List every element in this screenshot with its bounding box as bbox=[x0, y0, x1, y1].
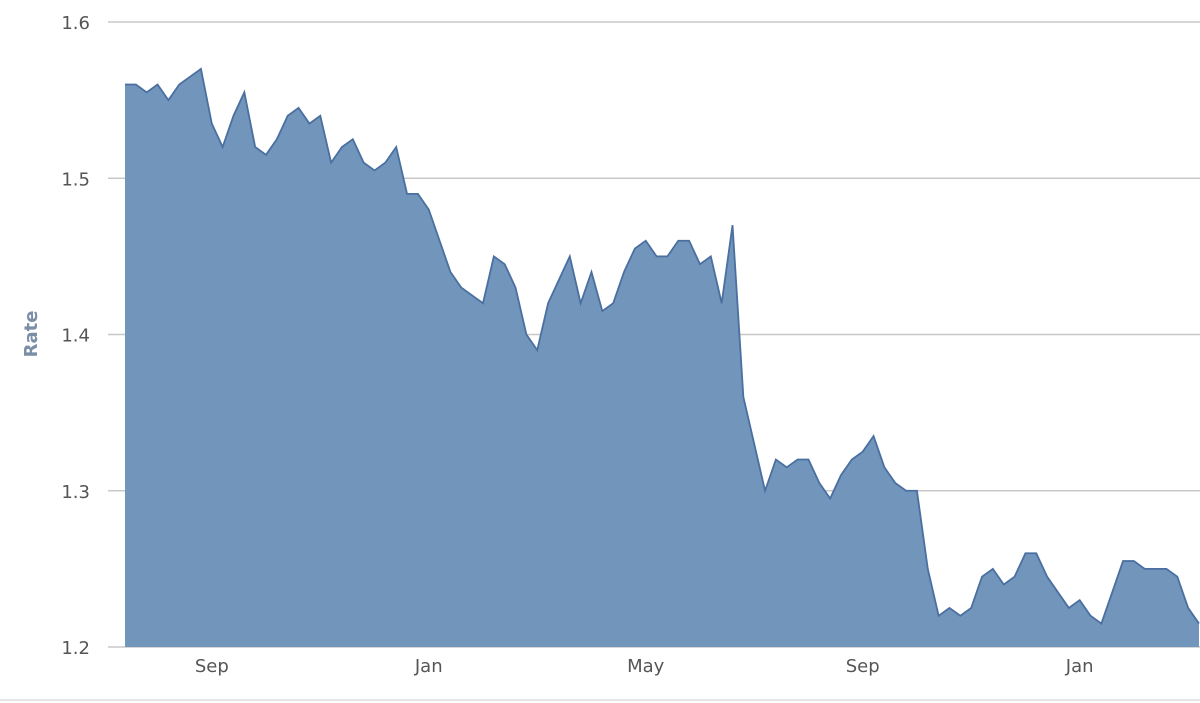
y-tick-label: 1.4 bbox=[61, 326, 90, 347]
x-tick-label: Jan bbox=[414, 656, 443, 677]
y-tick-label: 1.2 bbox=[61, 638, 90, 659]
x-tick-label: Jan bbox=[1065, 656, 1094, 677]
line bbox=[125, 67, 1200, 625]
y-axis-label: Rate bbox=[21, 311, 42, 358]
y-tick-label: 1.5 bbox=[61, 169, 90, 190]
x-tick-label: Sep bbox=[195, 656, 229, 677]
area bbox=[125, 68, 1199, 647]
x-tick-label: May bbox=[627, 656, 665, 677]
y-tick-label: 1.3 bbox=[61, 482, 90, 503]
y-tick-label: 1.6 bbox=[61, 13, 90, 34]
x-tick-label: Sep bbox=[846, 656, 880, 677]
